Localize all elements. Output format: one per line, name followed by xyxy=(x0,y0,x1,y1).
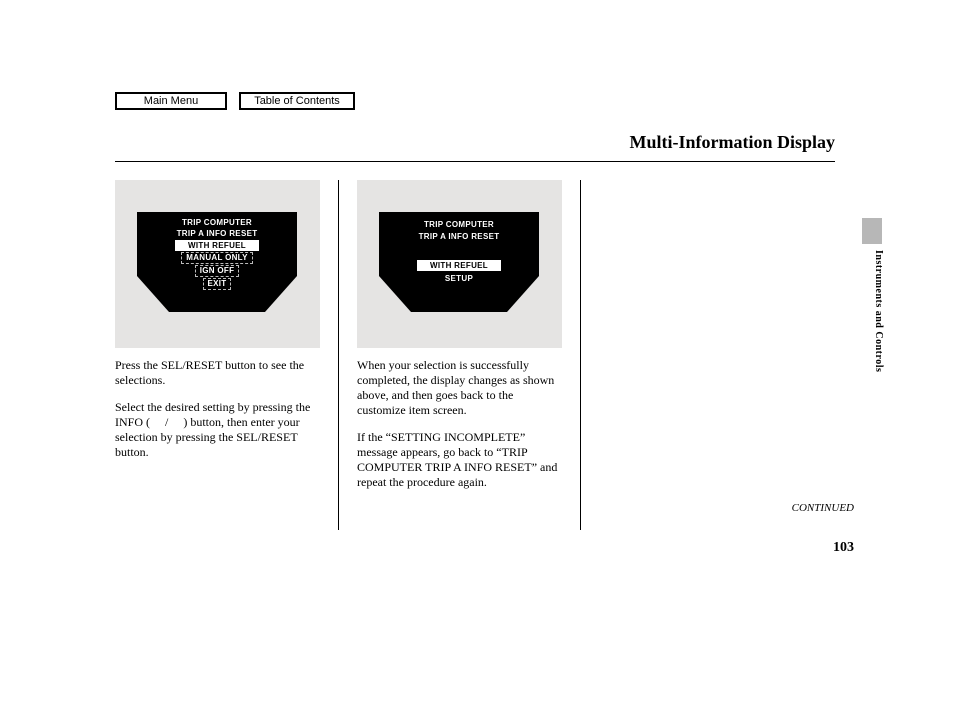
manual-page: Main Menu Table of Contents Multi-Inform… xyxy=(115,92,835,530)
disp1-line: MANUAL ONLY xyxy=(137,252,297,264)
section-tab xyxy=(862,218,882,244)
column-divider xyxy=(338,180,339,530)
page-title: Multi-Information Display xyxy=(629,132,835,153)
page-number: 103 xyxy=(833,540,854,556)
nav-row: Main Menu Table of Contents xyxy=(115,92,835,110)
column-1-para: Select the desired setting by pressing t… xyxy=(115,400,320,460)
column-1: TRIP COMPUTER TRIP A INFO RESET WITH REF… xyxy=(115,180,320,530)
display-panel-2: TRIP COMPUTER TRIP A INFO RESET WITH REF… xyxy=(357,180,562,348)
content-columns: TRIP COMPUTER TRIP A INFO RESET WITH REF… xyxy=(115,180,835,530)
disp1-line: TRIP A INFO RESET xyxy=(137,229,297,239)
disp2-line: TRIP A INFO RESET xyxy=(379,232,539,242)
section-label: Instruments and Controls xyxy=(873,250,884,372)
column-2: TRIP COMPUTER TRIP A INFO RESET WITH REF… xyxy=(357,180,562,530)
display-panel-1: TRIP COMPUTER TRIP A INFO RESET WITH REF… xyxy=(115,180,320,348)
display-shape-1: TRIP COMPUTER TRIP A INFO RESET WITH REF… xyxy=(137,212,297,312)
display-shape-2: TRIP COMPUTER TRIP A INFO RESET WITH REF… xyxy=(379,212,539,312)
page-header: Multi-Information Display xyxy=(115,132,835,162)
continued-label: CONTINUED xyxy=(792,502,854,514)
column-2-para: If the “SETTING INCOMPLETE” message appe… xyxy=(357,430,562,490)
disp1-line: TRIP COMPUTER xyxy=(137,218,297,228)
disp1-line-selected: WITH REFUEL xyxy=(175,240,259,251)
disp1-line: IGN OFF xyxy=(137,265,297,277)
column-2-para: When your selection is successfully comp… xyxy=(357,358,562,418)
disp2-line: SETUP xyxy=(379,274,539,284)
main-menu-button[interactable]: Main Menu xyxy=(115,92,227,110)
disp2-line-selected: WITH REFUEL xyxy=(417,260,501,271)
table-of-contents-button[interactable]: Table of Contents xyxy=(239,92,355,110)
column-1-para: Press the SEL/RESET button to see the se… xyxy=(115,358,320,388)
column-divider xyxy=(580,180,581,530)
disp1-line: EXIT xyxy=(137,278,297,290)
disp2-line: TRIP COMPUTER xyxy=(379,220,539,230)
